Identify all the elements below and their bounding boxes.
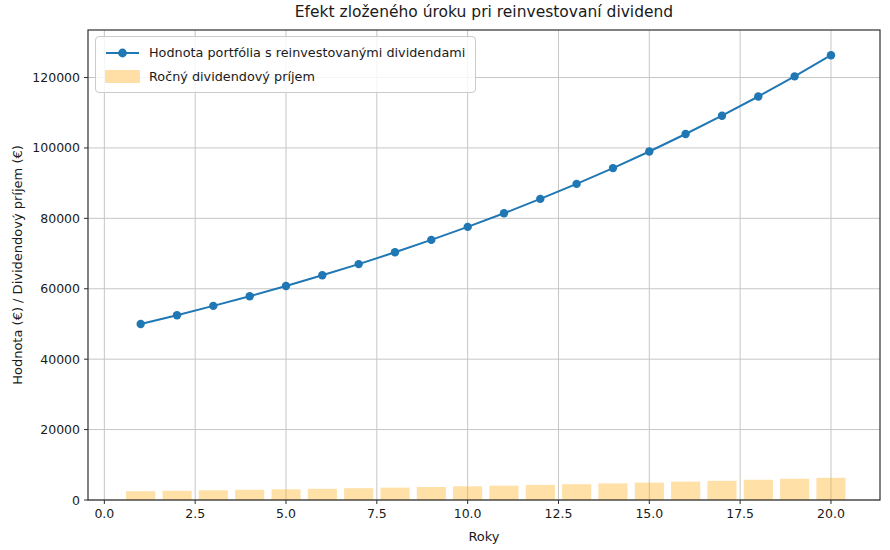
x-tick-label: 12.5 (545, 506, 573, 521)
y-tick-label: 120000 (32, 70, 80, 85)
y-tick-label: 0 (72, 493, 80, 508)
data-point-marker (609, 164, 617, 172)
dividend-bar (671, 482, 700, 500)
data-point-marker (391, 248, 399, 256)
y-tick-label: 100000 (32, 140, 80, 155)
legend: Hodnota portfólia s reinvestovanými divi… (95, 36, 476, 93)
dividend-bar (816, 478, 845, 500)
data-point-marker (173, 311, 181, 319)
legend-item-portfolio: Hodnota portfólia s reinvestovanými divi… (105, 43, 465, 62)
data-point-marker (427, 236, 435, 244)
x-tick-label: 7.5 (367, 506, 387, 521)
x-tick-label: 20.0 (817, 506, 845, 521)
data-point-marker (464, 223, 472, 231)
legend-label-portfolio: Hodnota portfólia s reinvestovanými divi… (149, 45, 465, 60)
legend-item-dividend: Ročný dividendový príjem (105, 67, 465, 86)
dividend-bar (417, 487, 446, 500)
dividend-bar (381, 488, 410, 500)
x-tick-label: 17.5 (726, 506, 754, 521)
dividend-bar (235, 490, 264, 500)
dividend-bar (489, 486, 518, 500)
data-point-marker (500, 209, 508, 217)
dividend-bar (163, 491, 192, 500)
dividend-bar (707, 481, 736, 500)
data-point-marker (318, 271, 326, 279)
legend-line-marker (105, 46, 140, 60)
x-tick-label: 15.0 (635, 506, 663, 521)
dividend-bar (199, 490, 228, 500)
dividend-bar (598, 483, 627, 500)
data-point-marker (282, 282, 290, 290)
x-axis-label: Roky (88, 529, 880, 544)
y-tick-label: 80000 (40, 211, 80, 226)
dividend-bar (272, 489, 301, 500)
y-axis-label: Hodnota (€) / Dividendový príjem (€) (10, 145, 25, 385)
dividend-bar (126, 491, 155, 500)
dividend-bar (453, 486, 482, 500)
x-tick-label: 10.0 (454, 506, 482, 521)
data-point-marker (246, 292, 254, 300)
x-tick-label: 5.0 (276, 506, 296, 521)
chart-title: Efekt zloženého úroku pri reinvestovaní … (88, 3, 880, 21)
x-tick-label: 0.0 (94, 506, 114, 521)
data-point-marker (681, 130, 689, 138)
data-point-marker (209, 302, 217, 310)
chart-figure: 0.0 2.5 5.0 7.5 10.0 12.5 15.0 17.5 20.0 0 20000 40… (0, 0, 890, 550)
data-point-marker (718, 112, 726, 120)
dividend-bar (744, 480, 773, 500)
y-tick-label: 40000 (40, 352, 80, 367)
dividend-bar (526, 485, 555, 500)
data-point-marker (754, 92, 762, 100)
legend-label-dividend: Ročný dividendový príjem (149, 69, 315, 84)
data-point-marker (355, 260, 363, 268)
x-tick-label: 2.5 (185, 506, 205, 521)
data-point-marker (790, 72, 798, 80)
legend-bar-swatch (105, 70, 140, 83)
data-point-marker (827, 51, 835, 59)
dividend-bar (562, 484, 591, 500)
data-point-marker (137, 320, 145, 328)
data-point-marker (572, 180, 580, 188)
dividend-bar (308, 489, 337, 500)
y-tick-label: 20000 (40, 422, 80, 437)
y-tick-label: 60000 (40, 281, 80, 296)
dividend-bar (635, 483, 664, 500)
portfolio-line (141, 55, 831, 324)
data-point-marker (536, 195, 544, 203)
data-point-marker (645, 147, 653, 155)
dividend-bar (344, 488, 373, 500)
dividend-bar (780, 479, 809, 500)
